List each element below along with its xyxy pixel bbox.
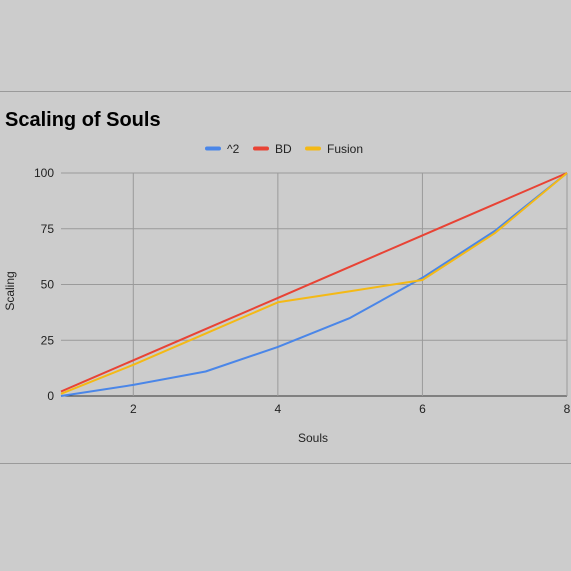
y-tick-label: 50	[41, 278, 55, 292]
x-tick-label: 2	[130, 402, 137, 416]
legend-label: ^2	[227, 142, 240, 156]
y-tick-label: 100	[34, 166, 54, 180]
series-line-bd	[60, 172, 568, 393]
series-line-fusion	[60, 172, 568, 395]
legend-label: BD	[275, 142, 292, 156]
chart-title: Scaling of Souls	[5, 109, 161, 131]
x-tick-label: 8	[564, 402, 571, 416]
legend-item: Fusion	[305, 142, 363, 156]
y-tick-label: 25	[41, 333, 55, 347]
legend: ^2 BD Fusion	[205, 142, 363, 156]
y-tick-label: 75	[41, 222, 55, 236]
x-axis-title: Souls	[298, 431, 328, 445]
x-tick-label: 6	[419, 402, 426, 416]
y-axis-title: Scaling	[3, 271, 17, 310]
y-axis-ticks: 0 25 50 75 100	[34, 166, 54, 403]
legend-label: Fusion	[327, 142, 363, 156]
x-tick-label: 4	[275, 402, 282, 416]
bottom-divider	[0, 463, 571, 464]
series-line-2	[60, 172, 568, 397]
gridlines	[61, 172, 568, 397]
legend-item: ^2	[205, 142, 240, 156]
y-tick-label: 0	[47, 389, 54, 403]
top-divider	[0, 91, 571, 92]
x-axis-ticks: 2 4 6 8	[130, 402, 571, 416]
legend-item: BD	[253, 142, 292, 156]
series-lines	[60, 172, 568, 397]
